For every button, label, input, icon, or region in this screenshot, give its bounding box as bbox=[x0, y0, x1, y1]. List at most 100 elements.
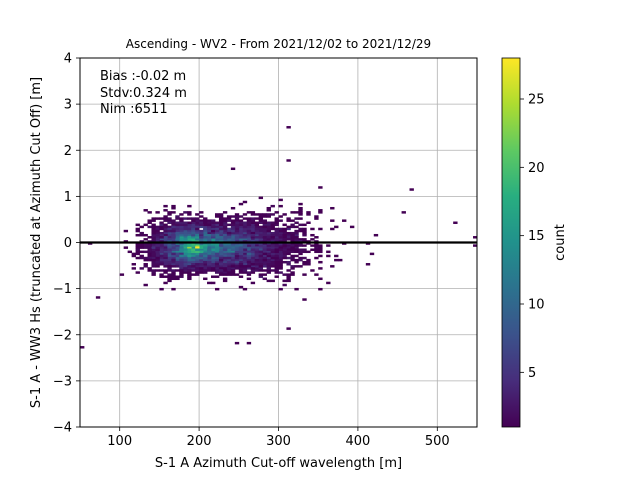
histogram-bin bbox=[242, 246, 248, 249]
histogram-bin bbox=[187, 248, 192, 251]
histogram-bin bbox=[187, 238, 192, 241]
y-tick-label: 4 bbox=[64, 52, 72, 67]
histogram-bin bbox=[155, 254, 160, 258]
histogram-bin bbox=[211, 267, 216, 270]
histogram-bin bbox=[266, 265, 271, 268]
histogram-bin bbox=[270, 244, 275, 247]
histogram-bin bbox=[199, 225, 204, 229]
histogram-bin bbox=[258, 252, 264, 256]
histogram-bin bbox=[230, 221, 236, 224]
histogram-bin bbox=[207, 227, 212, 231]
histogram-bin bbox=[286, 236, 291, 239]
histogram-bin bbox=[266, 252, 271, 256]
x-tick-label: 400 bbox=[345, 434, 370, 449]
histogram-bin bbox=[318, 277, 323, 281]
histogram-bin bbox=[195, 269, 200, 272]
histogram-bin bbox=[286, 250, 291, 254]
histogram-bin bbox=[302, 298, 307, 301]
histogram-bin bbox=[318, 267, 323, 270]
histogram-bin bbox=[226, 227, 232, 231]
histogram-bin bbox=[230, 252, 236, 256]
histogram-bin bbox=[171, 229, 176, 233]
histogram-bin bbox=[250, 254, 256, 258]
histogram-bin bbox=[147, 250, 152, 254]
histogram-bin bbox=[163, 233, 168, 237]
histogram-bin bbox=[191, 219, 196, 222]
histogram-bin bbox=[318, 227, 323, 231]
histogram-bin bbox=[218, 260, 224, 264]
histogram-bin bbox=[203, 265, 208, 268]
histogram-bin bbox=[294, 231, 299, 235]
histogram-bin bbox=[214, 244, 220, 247]
histogram-bin bbox=[171, 227, 176, 231]
histogram-bin bbox=[274, 254, 279, 258]
histogram-bin bbox=[147, 246, 152, 249]
histogram-bin bbox=[191, 263, 196, 266]
histogram-bin bbox=[139, 250, 144, 254]
histogram-bin bbox=[191, 254, 196, 258]
histogram-bin bbox=[203, 252, 208, 256]
histogram-bin bbox=[238, 233, 244, 237]
histogram-bin bbox=[262, 225, 267, 229]
histogram-bin bbox=[238, 267, 244, 270]
histogram-bin bbox=[262, 248, 267, 251]
histogram-bin bbox=[179, 265, 184, 268]
histogram-bin bbox=[218, 248, 224, 251]
histogram-bin bbox=[290, 238, 295, 241]
histogram-bin bbox=[187, 211, 192, 214]
histogram-bin bbox=[314, 256, 319, 260]
histogram-bin bbox=[266, 206, 271, 210]
histogram-bin bbox=[298, 206, 303, 210]
histogram-bin bbox=[254, 246, 260, 249]
histogram-bin bbox=[258, 244, 264, 247]
histogram-bin bbox=[262, 277, 267, 281]
histogram-bin bbox=[195, 250, 200, 254]
histogram-bin bbox=[282, 244, 287, 247]
histogram-bin bbox=[246, 263, 252, 266]
histogram-bin bbox=[314, 217, 319, 220]
histogram-bin bbox=[369, 252, 375, 256]
histogram-bin bbox=[234, 258, 240, 262]
histogram-bin bbox=[175, 244, 180, 247]
histogram-bin bbox=[155, 227, 160, 231]
histogram-bin bbox=[238, 285, 244, 289]
histogram-bin bbox=[187, 258, 192, 262]
histogram-bin bbox=[298, 244, 303, 247]
histogram-bin bbox=[218, 244, 224, 247]
histogram-bin bbox=[258, 269, 264, 272]
histogram-bin bbox=[203, 254, 208, 258]
histogram-bin bbox=[151, 244, 156, 247]
histogram-bin bbox=[167, 273, 172, 276]
histogram-bin bbox=[230, 231, 236, 235]
histogram-bin bbox=[199, 269, 204, 272]
histogram-bin bbox=[258, 233, 264, 237]
histogram-bin bbox=[250, 252, 256, 256]
histogram-bin bbox=[218, 252, 224, 256]
histogram-bin bbox=[171, 236, 176, 239]
histogram-bin bbox=[266, 225, 271, 229]
histogram-bin bbox=[254, 256, 260, 260]
histogram-bin bbox=[306, 250, 311, 254]
histogram-bin bbox=[226, 254, 232, 258]
histogram-bin bbox=[123, 229, 129, 233]
histogram-bin bbox=[195, 238, 200, 241]
histogram-bin bbox=[195, 225, 200, 229]
histogram-bin bbox=[151, 254, 156, 258]
histogram-bin bbox=[270, 238, 275, 241]
histogram-bin bbox=[230, 263, 236, 266]
histogram-bin bbox=[123, 246, 129, 249]
histogram-bin bbox=[234, 244, 240, 247]
histogram-bin bbox=[163, 246, 168, 249]
colorbar-tick-label: 5 bbox=[528, 366, 536, 381]
histogram-bin bbox=[163, 209, 168, 212]
histogram-bin bbox=[187, 223, 192, 227]
histogram-bin bbox=[214, 227, 220, 231]
histogram-bin bbox=[211, 231, 216, 235]
histogram-bin bbox=[254, 229, 260, 233]
histogram-bin bbox=[294, 287, 299, 291]
histogram-bin bbox=[282, 236, 287, 239]
histogram-bin bbox=[254, 254, 260, 258]
histogram-bin bbox=[167, 236, 172, 239]
histogram-bin bbox=[163, 258, 168, 262]
histogram-bin bbox=[230, 267, 236, 270]
